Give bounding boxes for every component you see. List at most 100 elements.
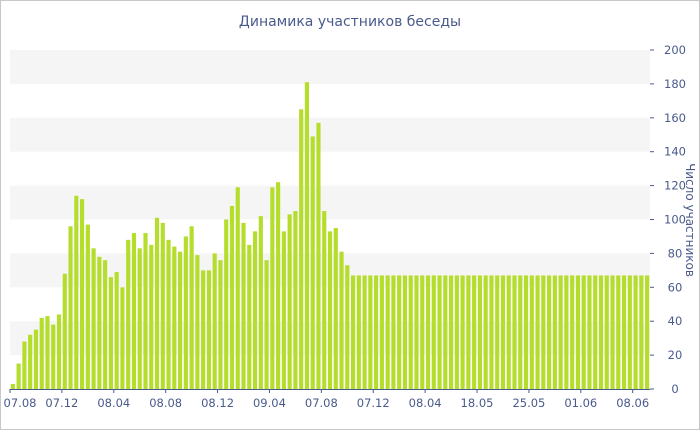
bar (45, 316, 50, 389)
bar (137, 248, 142, 389)
bar (587, 275, 592, 389)
bar (512, 275, 517, 389)
bar (304, 82, 310, 389)
bar (322, 211, 327, 389)
bar (327, 231, 333, 389)
x-tick-label: 07.12 (45, 396, 78, 410)
bar (131, 233, 137, 389)
bar (154, 217, 160, 389)
bar (454, 275, 459, 389)
bar (397, 275, 402, 389)
y-tick-label: 160 (664, 111, 686, 125)
bar (287, 214, 292, 389)
bar (466, 275, 471, 389)
bar (345, 265, 350, 389)
bar (593, 275, 598, 389)
bar (178, 251, 183, 389)
grid-band (10, 185, 650, 220)
y-axis-ticks: 0 20 40 60 80 100 120 140 160 180 200 (650, 43, 686, 396)
bar (627, 275, 632, 389)
bar (477, 275, 482, 389)
x-tick-label: 08.08 (149, 396, 182, 410)
bar (547, 275, 552, 389)
bar (541, 275, 546, 389)
y-tick-label: 100 (664, 213, 686, 227)
bar-series (10, 82, 650, 389)
chart-title: Динамика участников беседы (238, 14, 462, 30)
bar (604, 275, 609, 389)
bar (639, 275, 644, 389)
bar (564, 275, 569, 389)
bar (22, 341, 27, 389)
bar (229, 205, 235, 389)
y-tick-label: 180 (664, 77, 686, 91)
bar (581, 275, 586, 389)
bar (350, 275, 356, 389)
bar (114, 272, 119, 389)
bar (258, 216, 263, 389)
bar (166, 239, 171, 389)
bar (97, 256, 102, 389)
bar (51, 324, 56, 389)
y-tick-label: 140 (664, 145, 686, 159)
bar (489, 275, 494, 389)
bar (224, 219, 229, 389)
y-axis-title: Число участников (683, 163, 697, 277)
bar (495, 275, 500, 389)
x-tick-label: 07.08 (305, 396, 338, 410)
bar (310, 136, 315, 389)
bar (621, 275, 627, 389)
bar (575, 275, 580, 389)
y-tick-label: 120 (664, 179, 686, 193)
bar (126, 239, 131, 389)
bar (431, 275, 436, 389)
bar (570, 275, 575, 389)
x-tick-label: 07.08 (4, 396, 37, 410)
y-tick-label: 0 (671, 382, 678, 396)
x-tick-label: 08.12 (201, 396, 234, 410)
bar (16, 363, 21, 389)
bar (195, 255, 200, 389)
bar (276, 182, 281, 389)
bar (598, 275, 604, 389)
bar (610, 275, 615, 389)
bar (252, 231, 258, 389)
bar (281, 231, 286, 389)
bar (56, 314, 62, 389)
x-tick-label: 25.05 (512, 396, 545, 410)
bar (506, 275, 511, 389)
bar (333, 227, 338, 389)
bar (362, 275, 367, 389)
bar (460, 275, 465, 389)
bar (183, 236, 188, 389)
bar (414, 275, 419, 389)
bar (264, 260, 269, 389)
bar (28, 334, 33, 389)
y-tick-label: 80 (668, 246, 683, 260)
bar (80, 199, 85, 389)
y-tick-label: 200 (664, 43, 686, 57)
bar (235, 187, 240, 389)
bar (218, 260, 223, 389)
bar (68, 226, 73, 389)
bar (91, 248, 96, 389)
bar (212, 253, 217, 389)
y-tick-label: 40 (668, 314, 683, 328)
bar (356, 275, 361, 389)
bar (160, 222, 165, 389)
bar (149, 244, 154, 389)
bar (437, 275, 442, 389)
bar (645, 275, 650, 389)
bar (120, 287, 125, 389)
bar (385, 275, 390, 389)
bar (633, 275, 638, 389)
bar (299, 109, 304, 389)
bar (103, 260, 108, 389)
x-tick-label: 09.04 (253, 396, 286, 410)
bar (172, 246, 177, 389)
bar (85, 224, 90, 389)
x-tick-label: 07.12 (357, 396, 390, 410)
bar (74, 195, 79, 389)
x-tick-label: 08.04 (97, 396, 130, 410)
bar (339, 251, 344, 389)
